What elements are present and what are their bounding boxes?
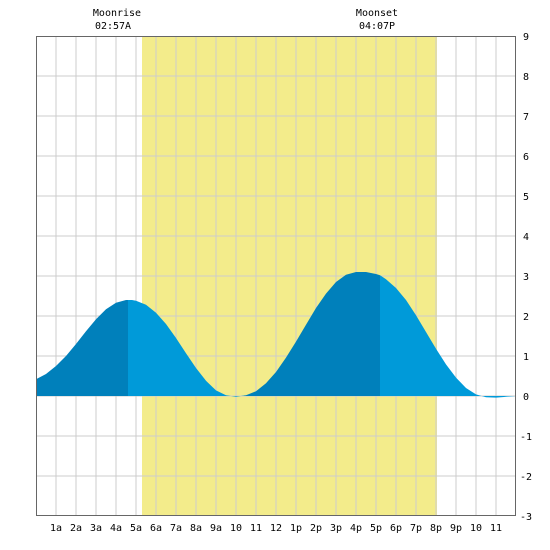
y-tick-label: 3 <box>523 272 529 283</box>
y-tick-label: -1 <box>520 432 532 443</box>
x-tick-label: 10 <box>230 523 242 534</box>
x-tick-label: 7a <box>170 523 182 534</box>
x-tick-label: 3a <box>90 523 102 534</box>
y-tick-label: 5 <box>523 192 529 203</box>
y-tick-label: 9 <box>523 32 529 43</box>
tide-rising-segment <box>244 272 380 396</box>
x-tick-label: 9p <box>450 523 462 534</box>
y-tick-label: 0 <box>523 392 529 403</box>
y-tick-label: 8 <box>523 72 529 83</box>
tide-area <box>36 272 516 398</box>
y-tick-label: -2 <box>520 472 532 483</box>
x-tick-label: 1p <box>290 523 302 534</box>
x-tick-label: 8p <box>430 523 442 534</box>
x-tick-label: 5a <box>130 523 142 534</box>
x-tick-label: 2p <box>310 523 322 534</box>
y-tick-label: 7 <box>523 112 529 123</box>
tide-falling-segment <box>128 300 244 397</box>
moonset-time: 04:07P <box>359 21 395 32</box>
x-tick-label: 4p <box>350 523 362 534</box>
y-tick-label: -3 <box>520 512 532 523</box>
x-axis-ticks: 1a 2a 3a 4a 5a 6a 7a 8a 9a 10 11 12 1p 2p 3p 4p 5p 6p 7p 8p… <box>50 523 502 534</box>
moonrise-time: 02:57A <box>95 21 131 32</box>
y-tick-label: 2 <box>523 312 529 323</box>
tide-falling-segment <box>504 396 516 397</box>
x-tick-label: 1a <box>50 523 62 534</box>
x-tick-label: 8a <box>190 523 202 534</box>
grid <box>36 36 516 516</box>
moonrise-label: Moonrise <box>93 8 141 19</box>
y-axis-ticks: -3 -2 -1 0 1 2 3 4 5 6 7 8 9 <box>520 32 532 523</box>
plot-border <box>36 36 516 516</box>
x-tick-label: 6a <box>150 523 162 534</box>
y-tick-label: 1 <box>523 352 529 363</box>
x-tick-label: 11 <box>490 523 502 534</box>
moonset-label: Moonset <box>356 8 398 19</box>
x-tick-label: 12 <box>270 523 282 534</box>
tide-falling-segment <box>380 275 504 398</box>
x-tick-label: 9a <box>210 523 222 534</box>
plot-frame <box>36 36 516 516</box>
tide-rising-segment <box>36 300 128 396</box>
y-tick-label: 6 <box>523 152 529 163</box>
x-tick-label: 3p <box>330 523 342 534</box>
x-tick-label: 7p <box>410 523 422 534</box>
x-tick-label: 11 <box>250 523 262 534</box>
y-tick-label: 4 <box>523 232 529 243</box>
x-tick-label: 2a <box>70 523 82 534</box>
x-tick-label: 10 <box>470 523 482 534</box>
x-tick-label: 4a <box>110 523 122 534</box>
x-tick-label: 6p <box>390 523 402 534</box>
x-tick-label: 5p <box>370 523 382 534</box>
